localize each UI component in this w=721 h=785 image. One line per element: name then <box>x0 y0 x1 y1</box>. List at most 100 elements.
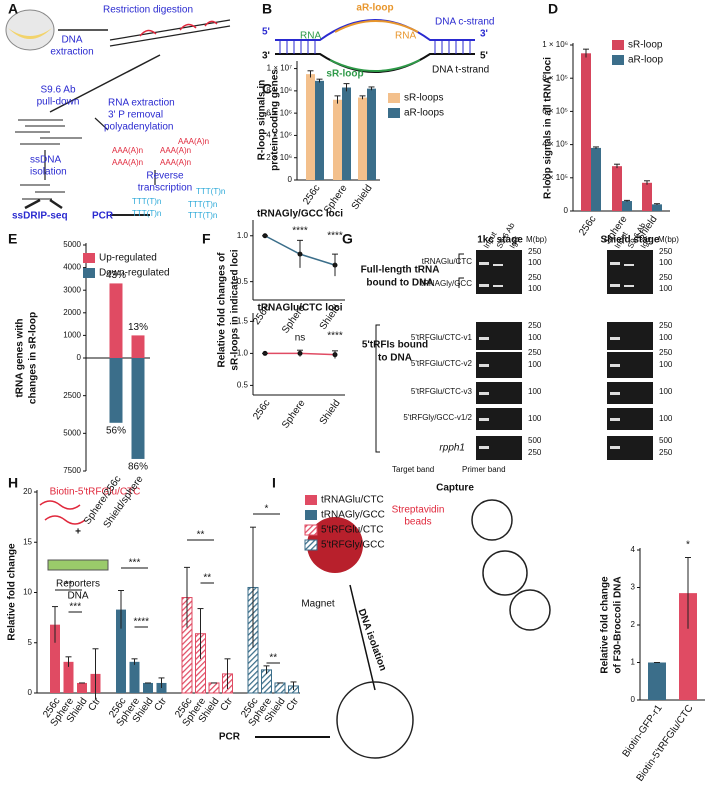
significance: **** <box>327 231 343 242</box>
y-tick-label: 1.5 <box>237 317 249 326</box>
label: Relative fold change <box>7 543 18 641</box>
y-tick-label: 2 × 10⁶ <box>266 153 292 162</box>
label: Shield <box>318 398 343 427</box>
y-tick-label: 5000 <box>63 240 81 249</box>
label: Magnet <box>301 599 335 610</box>
label: + <box>75 527 81 538</box>
significance: **** <box>292 226 308 237</box>
label: Sphere <box>280 398 308 431</box>
bar <box>131 335 145 358</box>
label: 250 <box>659 321 673 330</box>
significance: **** <box>133 617 149 628</box>
bar <box>131 358 145 459</box>
legend-label: 5'tRFGlu/CTC <box>321 525 383 536</box>
bar <box>116 609 126 693</box>
bar <box>652 204 662 211</box>
legend-swatch <box>612 40 624 50</box>
legend-label: tRNAGly/GCC <box>321 510 385 521</box>
label: 100 <box>528 333 542 342</box>
y-tick-label: 4 × 10⁵ <box>542 140 568 149</box>
label: 3' P removal <box>108 110 163 121</box>
label: R-loop signals in all tRNA loci <box>543 57 554 199</box>
label: ssDNA <box>30 155 61 166</box>
label: 250 <box>659 247 673 256</box>
label: 100 <box>528 360 542 369</box>
label: bound to DNA <box>366 278 433 289</box>
label: Target band <box>392 465 434 474</box>
label: transcription <box>138 183 192 194</box>
label: F <box>202 231 211 247</box>
bar <box>129 661 140 693</box>
label: DNA <box>67 591 88 602</box>
label: RNA <box>395 31 416 42</box>
label: 100 <box>659 414 673 423</box>
label: to DNA <box>378 353 412 364</box>
y-tick-label: 1 × 10⁶ <box>542 40 568 49</box>
legend-label: aR-loops <box>404 108 444 119</box>
label: Shield <box>350 183 375 212</box>
legend-swatch <box>388 108 400 118</box>
bar <box>648 662 666 700</box>
y-tick-label: 3000 <box>63 285 81 294</box>
label: 100 <box>659 284 673 293</box>
label: 100 <box>528 258 542 267</box>
label: sR-loops in indicated loci <box>230 249 241 370</box>
label: extraction <box>50 47 93 58</box>
y-tick-label: 1 × 10⁷ <box>267 64 292 73</box>
gel-images <box>375 250 653 460</box>
label: aR-loop <box>356 3 393 14</box>
label: tRNAGlu/CTC loci <box>258 303 343 314</box>
diagram-b-art <box>275 19 475 73</box>
label: Primer band <box>462 465 506 474</box>
label: H <box>8 475 18 491</box>
bar <box>367 88 376 180</box>
y-tick-label: 4000 <box>63 263 81 272</box>
label: Full-length tRNA <box>361 265 440 276</box>
y-tick-label: 6 × 10⁵ <box>542 107 568 116</box>
label: 250 <box>528 448 542 457</box>
label: pull-down <box>37 97 80 108</box>
label: B <box>262 1 272 17</box>
label: sR-loop <box>326 69 363 80</box>
label: RNA <box>300 31 321 42</box>
label: 100 <box>659 333 673 342</box>
label: isolation <box>30 167 67 178</box>
y-tick-label: 0 <box>77 353 82 362</box>
label: C <box>262 81 272 97</box>
label: 256c <box>577 214 598 238</box>
y-tick-label: 0.5 <box>237 381 249 390</box>
label: 100 <box>659 360 673 369</box>
legend-swatch <box>83 268 95 278</box>
y-tick-label: 4 <box>631 545 636 554</box>
y-tick-label: 3 <box>631 583 636 592</box>
legend-label: tRNAGlu/CTC <box>321 495 384 506</box>
label: AAA(A)n <box>178 137 209 146</box>
label: 5' <box>480 51 488 62</box>
label: 5'tRFGlu/CTC-v2 <box>411 359 473 368</box>
y-tick-label: 8 × 10⁶ <box>266 86 292 95</box>
significance: ** <box>203 573 211 584</box>
label: DNA t-strand <box>432 65 489 76</box>
label: Ctr <box>284 695 301 713</box>
label: 250 <box>528 348 542 357</box>
legend-swatch <box>305 510 317 520</box>
significance: ns <box>295 333 306 344</box>
y-tick-label: 1.0 <box>237 231 249 240</box>
label: TTT(T)n <box>188 211 217 220</box>
label: M(bp) <box>526 235 547 244</box>
label: AAA(A)n <box>160 146 191 155</box>
label: TTT(T)n <box>132 197 161 206</box>
value-label: 13% <box>128 322 148 333</box>
label: DNA c-strand <box>435 17 494 28</box>
y-tick-label: 8 × 10⁵ <box>542 73 568 82</box>
label: polyadenylation <box>104 122 174 133</box>
significance: * <box>686 540 690 551</box>
label: Ctr <box>218 695 235 713</box>
legend-label: sR-loops <box>404 93 443 104</box>
y-tick-label: 1.0 <box>237 349 249 358</box>
label: 256c <box>251 398 272 422</box>
legend-swatch <box>305 495 317 505</box>
label: 250 <box>528 321 542 330</box>
label: of F30-Broccoli DNA <box>613 576 624 673</box>
label: 5'tRFIs bound <box>362 340 428 351</box>
